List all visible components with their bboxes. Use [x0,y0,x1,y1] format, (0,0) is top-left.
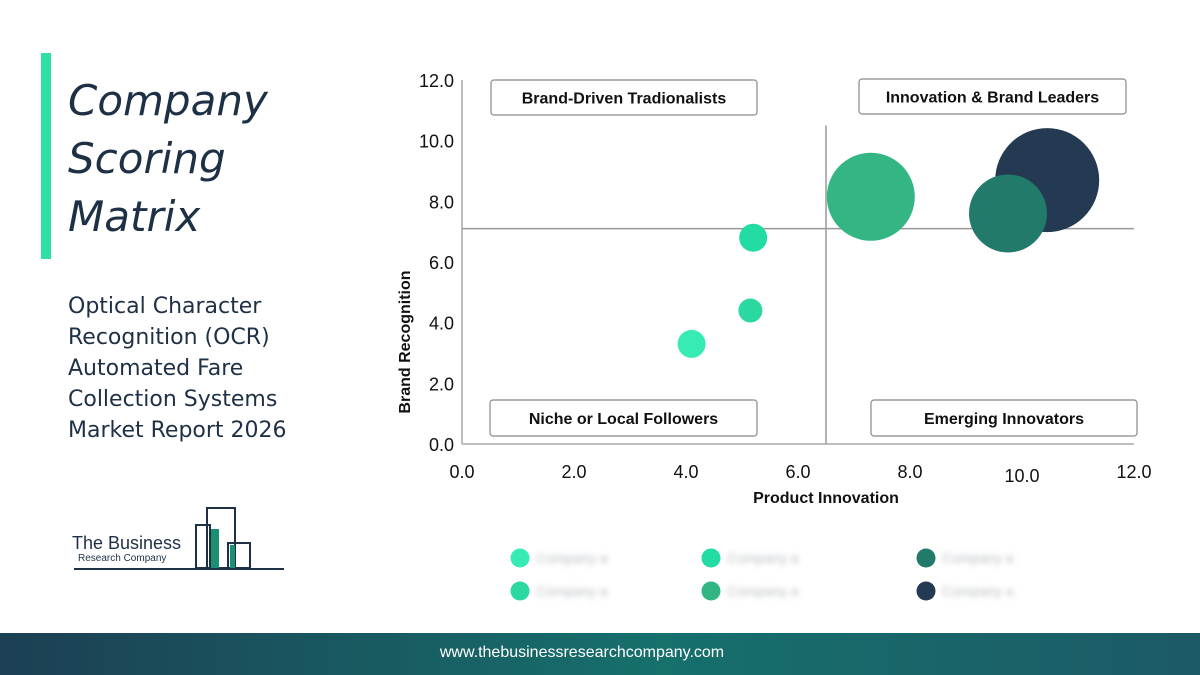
x-tick-label: 6.0 [785,462,810,482]
quadrant-label: Niche or Local Followers [529,411,718,428]
quadrant-label: Innovation & Brand Leaders [886,90,1099,107]
x-tick-label: 8.0 [897,462,922,482]
y-tick-label: 10.0 [419,132,454,152]
footer-url[interactable]: www.thebusinessresearchcompany.com [439,644,725,661]
quadrant-label: Brand-Driven Tradionalists [522,91,727,108]
legend-label: Company a [942,583,1014,599]
quadrant-label: Emerging Innovators [924,411,1084,428]
legend-marker [916,581,936,601]
x-tick-label: 2.0 [561,462,586,482]
data-bubble [677,329,706,358]
subtitle-line: Recognition (OCR) [68,325,270,350]
quadrant-label-box [489,399,758,437]
legend-marker [510,548,530,568]
subtitle-line: Optical Character [68,294,262,319]
data-bubble [826,152,915,241]
data-bubble [739,223,768,252]
legend-label: Company a [536,550,608,566]
quadrant-label-box [870,399,1138,437]
subtitle-line: Collection Systems [68,387,278,412]
subtitle-line: Automated Fare [68,356,244,381]
legend-label: Company a [942,550,1014,566]
page-title: Company Scoring Matrix [68,72,368,246]
legend-label: Company a [727,583,799,599]
legend-marker [701,581,721,601]
y-tick-label: 2.0 [429,374,454,394]
y-tick-label: 12.0 [419,71,454,91]
legend-marker [701,548,721,568]
x-tick-label: 0.0 [449,462,474,482]
x-tick-label: 12.0 [1116,462,1151,482]
legend-marker [510,581,530,601]
report-subtitle: Optical Character Recognition (OCR) Auto… [68,291,348,446]
y-tick-label: 6.0 [429,253,454,273]
y-tick-label: 8.0 [429,192,454,212]
title-line: Scoring [68,134,226,183]
logo-subname: Research Company [78,553,167,564]
subtitle-line: Market Report 2026 [68,418,287,443]
title-line: Matrix [68,192,201,241]
logo-buildings-icon [74,507,284,570]
legend-label: Company a [727,550,799,566]
data-bubble [969,174,1047,253]
company-logo: The Business Research Company [70,505,290,575]
accent-bar [41,53,51,259]
quadrant-label-box [858,78,1127,115]
title-line: Company [68,76,268,125]
y-tick-label: 0.0 [429,435,454,455]
logo-name: The Business [72,533,182,553]
data-bubble [738,298,763,323]
quadrant-label-box [490,79,758,116]
legend-marker [916,548,936,568]
y-axis-label: Brand Recognition [397,270,414,413]
x-tick-label: 4.0 [673,462,698,482]
bubble-chart: 0.0 2.0 4.0 6.0 8.0 10.0 12.0 0.0 2.0 4.0 6.0 8.0 10… [397,71,1152,601]
legend-label: Company a [536,583,608,599]
footer-bar: www.thebusinessresearchcompany.com [0,633,1200,675]
x-tick-label: 10.0 [1004,466,1039,486]
y-tick-label: 4.0 [429,314,454,334]
x-axis-label: Product Innovation [753,490,899,507]
